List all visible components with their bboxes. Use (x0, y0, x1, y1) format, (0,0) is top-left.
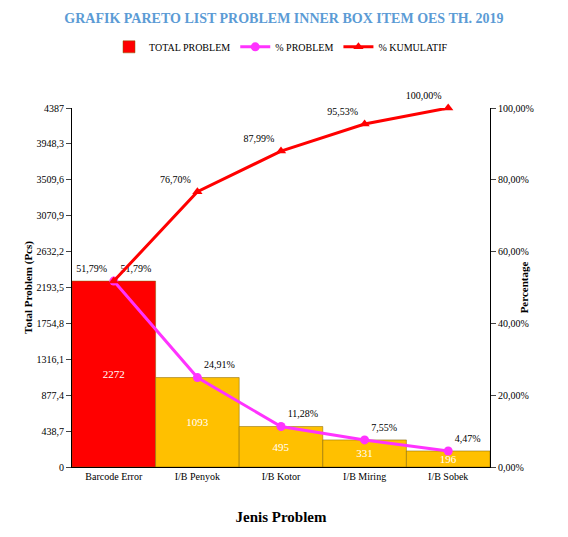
svg-text:100,00%: 100,00% (498, 103, 534, 114)
svg-text:4,47%: 4,47% (455, 433, 481, 444)
svg-text:40,00%: 40,00% (498, 318, 529, 329)
svg-text:51,79%: 51,79% (120, 263, 151, 274)
svg-text:100,00%: 100,00% (406, 90, 442, 101)
svg-text:Total Problem (Pcs): Total Problem (Pcs) (22, 241, 35, 334)
svg-text:1316,1: 1316,1 (37, 354, 65, 365)
svg-text:95,53%: 95,53% (327, 106, 358, 117)
svg-text:51,79%: 51,79% (76, 263, 107, 274)
svg-text:Percentage: Percentage (518, 262, 530, 314)
svg-text:% PROBLEM: % PROBLEM (275, 42, 333, 53)
svg-text:TOTAL PROBLEM: TOTAL PROBLEM (149, 42, 230, 53)
svg-text:1093: 1093 (186, 416, 209, 428)
svg-text:Jenis Problem: Jenis Problem (236, 509, 327, 525)
svg-text:2272: 2272 (103, 368, 125, 380)
svg-text:877,4: 877,4 (42, 390, 65, 401)
svg-text:87,99%: 87,99% (244, 133, 275, 144)
svg-text:3070,9: 3070,9 (37, 210, 65, 221)
svg-text:0,00%: 0,00% (498, 462, 524, 473)
svg-text:2193,5: 2193,5 (37, 282, 65, 293)
svg-text:80,00%: 80,00% (498, 174, 529, 185)
svg-text:24,91%: 24,91% (204, 359, 235, 370)
svg-text:1754,8: 1754,8 (37, 318, 65, 329)
svg-text:0: 0 (59, 462, 64, 473)
svg-text:76,70%: 76,70% (160, 174, 191, 185)
svg-text:495: 495 (273, 441, 290, 453)
svg-text:7,55%: 7,55% (371, 422, 397, 433)
svg-text:3509,6: 3509,6 (37, 174, 65, 185)
svg-text:I/B Miring: I/B Miring (343, 471, 386, 482)
svg-text:11,28%: 11,28% (288, 408, 318, 419)
svg-text:I/B Penyok: I/B Penyok (175, 471, 220, 482)
svg-text:196: 196 (440, 453, 457, 465)
svg-text:3948,3: 3948,3 (37, 138, 65, 149)
svg-text:I/B Kotor: I/B Kotor (262, 471, 301, 482)
svg-text:I/B Sobek: I/B Sobek (428, 471, 468, 482)
svg-text:20,00%: 20,00% (498, 390, 529, 401)
svg-text:GRAFIK PARETO LIST PROBLEM INN: GRAFIK PARETO LIST PROBLEM INNER BOX ITE… (64, 11, 503, 26)
svg-text:% KUMULATIF: % KUMULATIF (378, 42, 447, 53)
svg-text:331: 331 (356, 447, 373, 459)
svg-text:2632,2: 2632,2 (37, 246, 65, 257)
svg-text:4387: 4387 (44, 103, 64, 114)
svg-text:Barcode Error: Barcode Error (85, 471, 143, 482)
svg-text:60,00%: 60,00% (498, 246, 529, 257)
svg-text:438,7: 438,7 (42, 426, 65, 437)
